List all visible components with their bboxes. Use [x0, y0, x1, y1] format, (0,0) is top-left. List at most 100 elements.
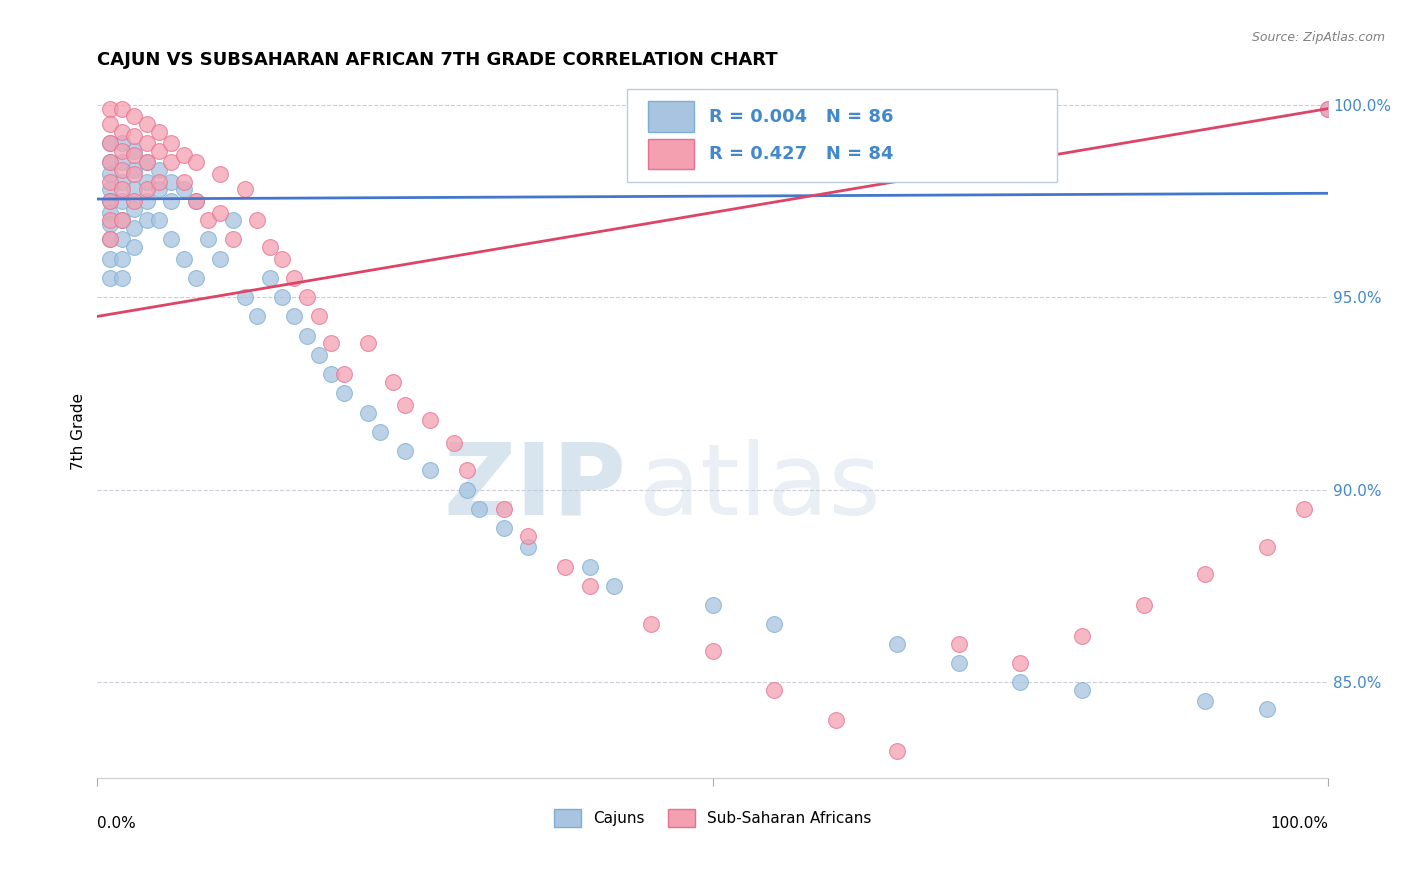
Point [1071, 629, 1094, 643]
Point [135, 155, 157, 169]
Point [1292, 501, 1315, 516]
Point [578, 559, 600, 574]
Point [209, 252, 232, 266]
Point [124, 109, 146, 123]
Point [148, 144, 170, 158]
Point [517, 529, 540, 543]
Point [1194, 694, 1216, 708]
Point [702, 598, 724, 612]
Point [271, 252, 294, 266]
Point [419, 463, 441, 477]
Point [111, 232, 134, 246]
Point [124, 220, 146, 235]
Text: atlas: atlas [638, 439, 880, 536]
Point [160, 136, 183, 151]
Point [517, 541, 540, 555]
Point [1010, 675, 1032, 690]
Point [381, 375, 404, 389]
Y-axis label: 7th Grade: 7th Grade [72, 393, 86, 470]
Point [98, 136, 121, 151]
Point [419, 413, 441, 427]
Point [1132, 598, 1154, 612]
Point [948, 636, 970, 650]
Point [148, 182, 170, 196]
Point [246, 213, 269, 227]
Point [197, 232, 219, 246]
Point [111, 271, 134, 285]
Point [173, 175, 195, 189]
Point [308, 348, 330, 362]
Point [98, 194, 121, 208]
Point [948, 656, 970, 670]
Point [1317, 102, 1340, 116]
Text: CAJUN VS SUBSAHARAN AFRICAN 7TH GRADE CORRELATION CHART: CAJUN VS SUBSAHARAN AFRICAN 7TH GRADE CO… [97, 51, 778, 69]
Point [98, 271, 121, 285]
Point [321, 367, 343, 381]
Point [124, 144, 146, 158]
Point [1194, 567, 1216, 582]
Point [98, 155, 121, 169]
Point [148, 213, 170, 227]
Text: R = 0.004   N = 86: R = 0.004 N = 86 [709, 108, 894, 126]
Point [111, 125, 134, 139]
Point [283, 310, 305, 324]
FancyBboxPatch shape [648, 139, 695, 169]
Point [640, 617, 662, 632]
Point [184, 155, 207, 169]
Point [271, 290, 294, 304]
Point [135, 194, 157, 208]
Point [209, 205, 232, 219]
Point [135, 175, 157, 189]
FancyBboxPatch shape [627, 89, 1057, 183]
Point [332, 367, 354, 381]
Point [456, 483, 478, 497]
Point [111, 213, 134, 227]
Text: 0.0%: 0.0% [97, 816, 136, 831]
Point [111, 182, 134, 196]
Point [702, 644, 724, 658]
Point [184, 271, 207, 285]
Point [160, 194, 183, 208]
Point [246, 310, 269, 324]
Point [394, 444, 416, 458]
Point [824, 714, 846, 728]
Point [111, 213, 134, 227]
Point [98, 182, 121, 196]
Point [98, 252, 121, 266]
Point [148, 175, 170, 189]
Point [98, 155, 121, 169]
Point [98, 232, 121, 246]
Point [603, 579, 626, 593]
Point [763, 617, 786, 632]
Point [160, 232, 183, 246]
Point [124, 182, 146, 196]
Point [886, 744, 908, 758]
Point [1071, 682, 1094, 697]
Point [886, 636, 908, 650]
Point [209, 167, 232, 181]
Point [160, 155, 183, 169]
Point [124, 240, 146, 254]
Point [233, 290, 256, 304]
Point [443, 436, 465, 450]
Point [370, 425, 392, 439]
Point [98, 167, 121, 181]
Point [135, 213, 157, 227]
Point [111, 155, 134, 169]
Point [98, 117, 121, 131]
Point [124, 167, 146, 181]
Point [1010, 656, 1032, 670]
Point [197, 213, 219, 227]
Point [763, 682, 786, 697]
Point [98, 217, 121, 231]
Point [1256, 541, 1278, 555]
Point [111, 163, 134, 178]
Point [148, 125, 170, 139]
Point [160, 175, 183, 189]
Point [173, 148, 195, 162]
Point [357, 336, 380, 351]
Point [98, 232, 121, 246]
Point [135, 155, 157, 169]
Text: 100.0%: 100.0% [1270, 816, 1329, 831]
Point [394, 398, 416, 412]
